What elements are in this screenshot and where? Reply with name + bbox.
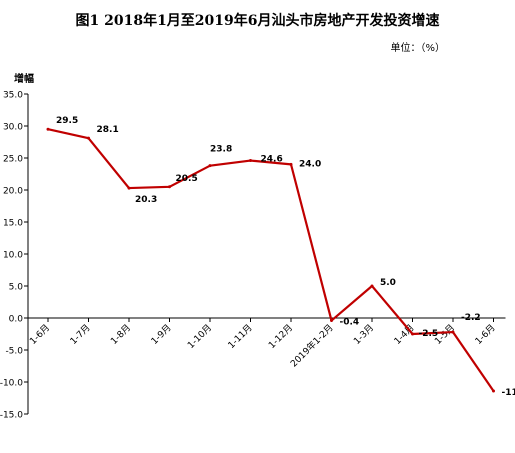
data-label: -2.2 [461, 313, 481, 323]
data-label: 24.6 [261, 155, 283, 165]
y-tick-label: 30.0 [3, 123, 23, 133]
y-tick-label: 0.0 [9, 315, 24, 325]
data-label: 23.8 [210, 145, 232, 155]
unit-label: 单位：（%） [390, 43, 445, 54]
data-point [168, 185, 171, 189]
y-tick-label: 35.0 [3, 91, 23, 101]
y-tick-label: -5.0 [5, 347, 23, 357]
data-label: -11.4 [502, 388, 515, 398]
y-tick-label: 15.0 [3, 219, 23, 229]
data-point [289, 162, 293, 166]
y-tick-label: -10.0 [0, 379, 23, 389]
data-point [492, 389, 495, 393]
data-point [411, 332, 414, 336]
x-tick-label: 1-11月 [226, 322, 255, 351]
data-label: 20.5 [176, 174, 198, 184]
y-axis-label: 增幅 [14, 74, 34, 85]
series-line [47, 128, 495, 392]
data-label: -0.4 [340, 318, 360, 328]
y-tick-label: 25.0 [3, 155, 23, 165]
y-tick-label: 10.0 [3, 251, 23, 261]
data-point [370, 284, 374, 288]
data-label: 20.3 [135, 195, 157, 205]
x-tick-label: 1-8月 [109, 322, 134, 347]
data-label: 29.5 [56, 116, 78, 126]
chart-title: 图1 2018年1月至2019年6月汕头市房地产开发投资增速 [75, 13, 440, 29]
data-label: -2.5 [419, 329, 439, 339]
x-tick-label: 1-10月 [186, 322, 215, 351]
data-point [330, 319, 333, 323]
x-tick-label: 2019年1-2月 [288, 322, 336, 370]
data-point [127, 186, 131, 190]
data-label: 5.0 [380, 278, 396, 288]
x-tick-label: 1-7月 [68, 322, 93, 347]
data-label: 28.1 [97, 125, 119, 135]
y-tick-label: 20.0 [3, 187, 23, 197]
data-point [249, 159, 252, 163]
y-tick-label: -15.0 [0, 411, 23, 421]
x-tick-label: 1-6月 [28, 322, 53, 347]
x-tick-label: 1-6月 [473, 322, 498, 347]
data-point [451, 330, 455, 334]
data-point [208, 164, 212, 168]
data-point [87, 136, 90, 140]
x-tick-label: 1-9月 [149, 322, 174, 347]
data-point [46, 127, 50, 131]
data-label: 24.0 [299, 159, 321, 169]
x-tick-label: 1-12月 [267, 322, 296, 351]
y-tick-label: 5.0 [9, 283, 24, 293]
